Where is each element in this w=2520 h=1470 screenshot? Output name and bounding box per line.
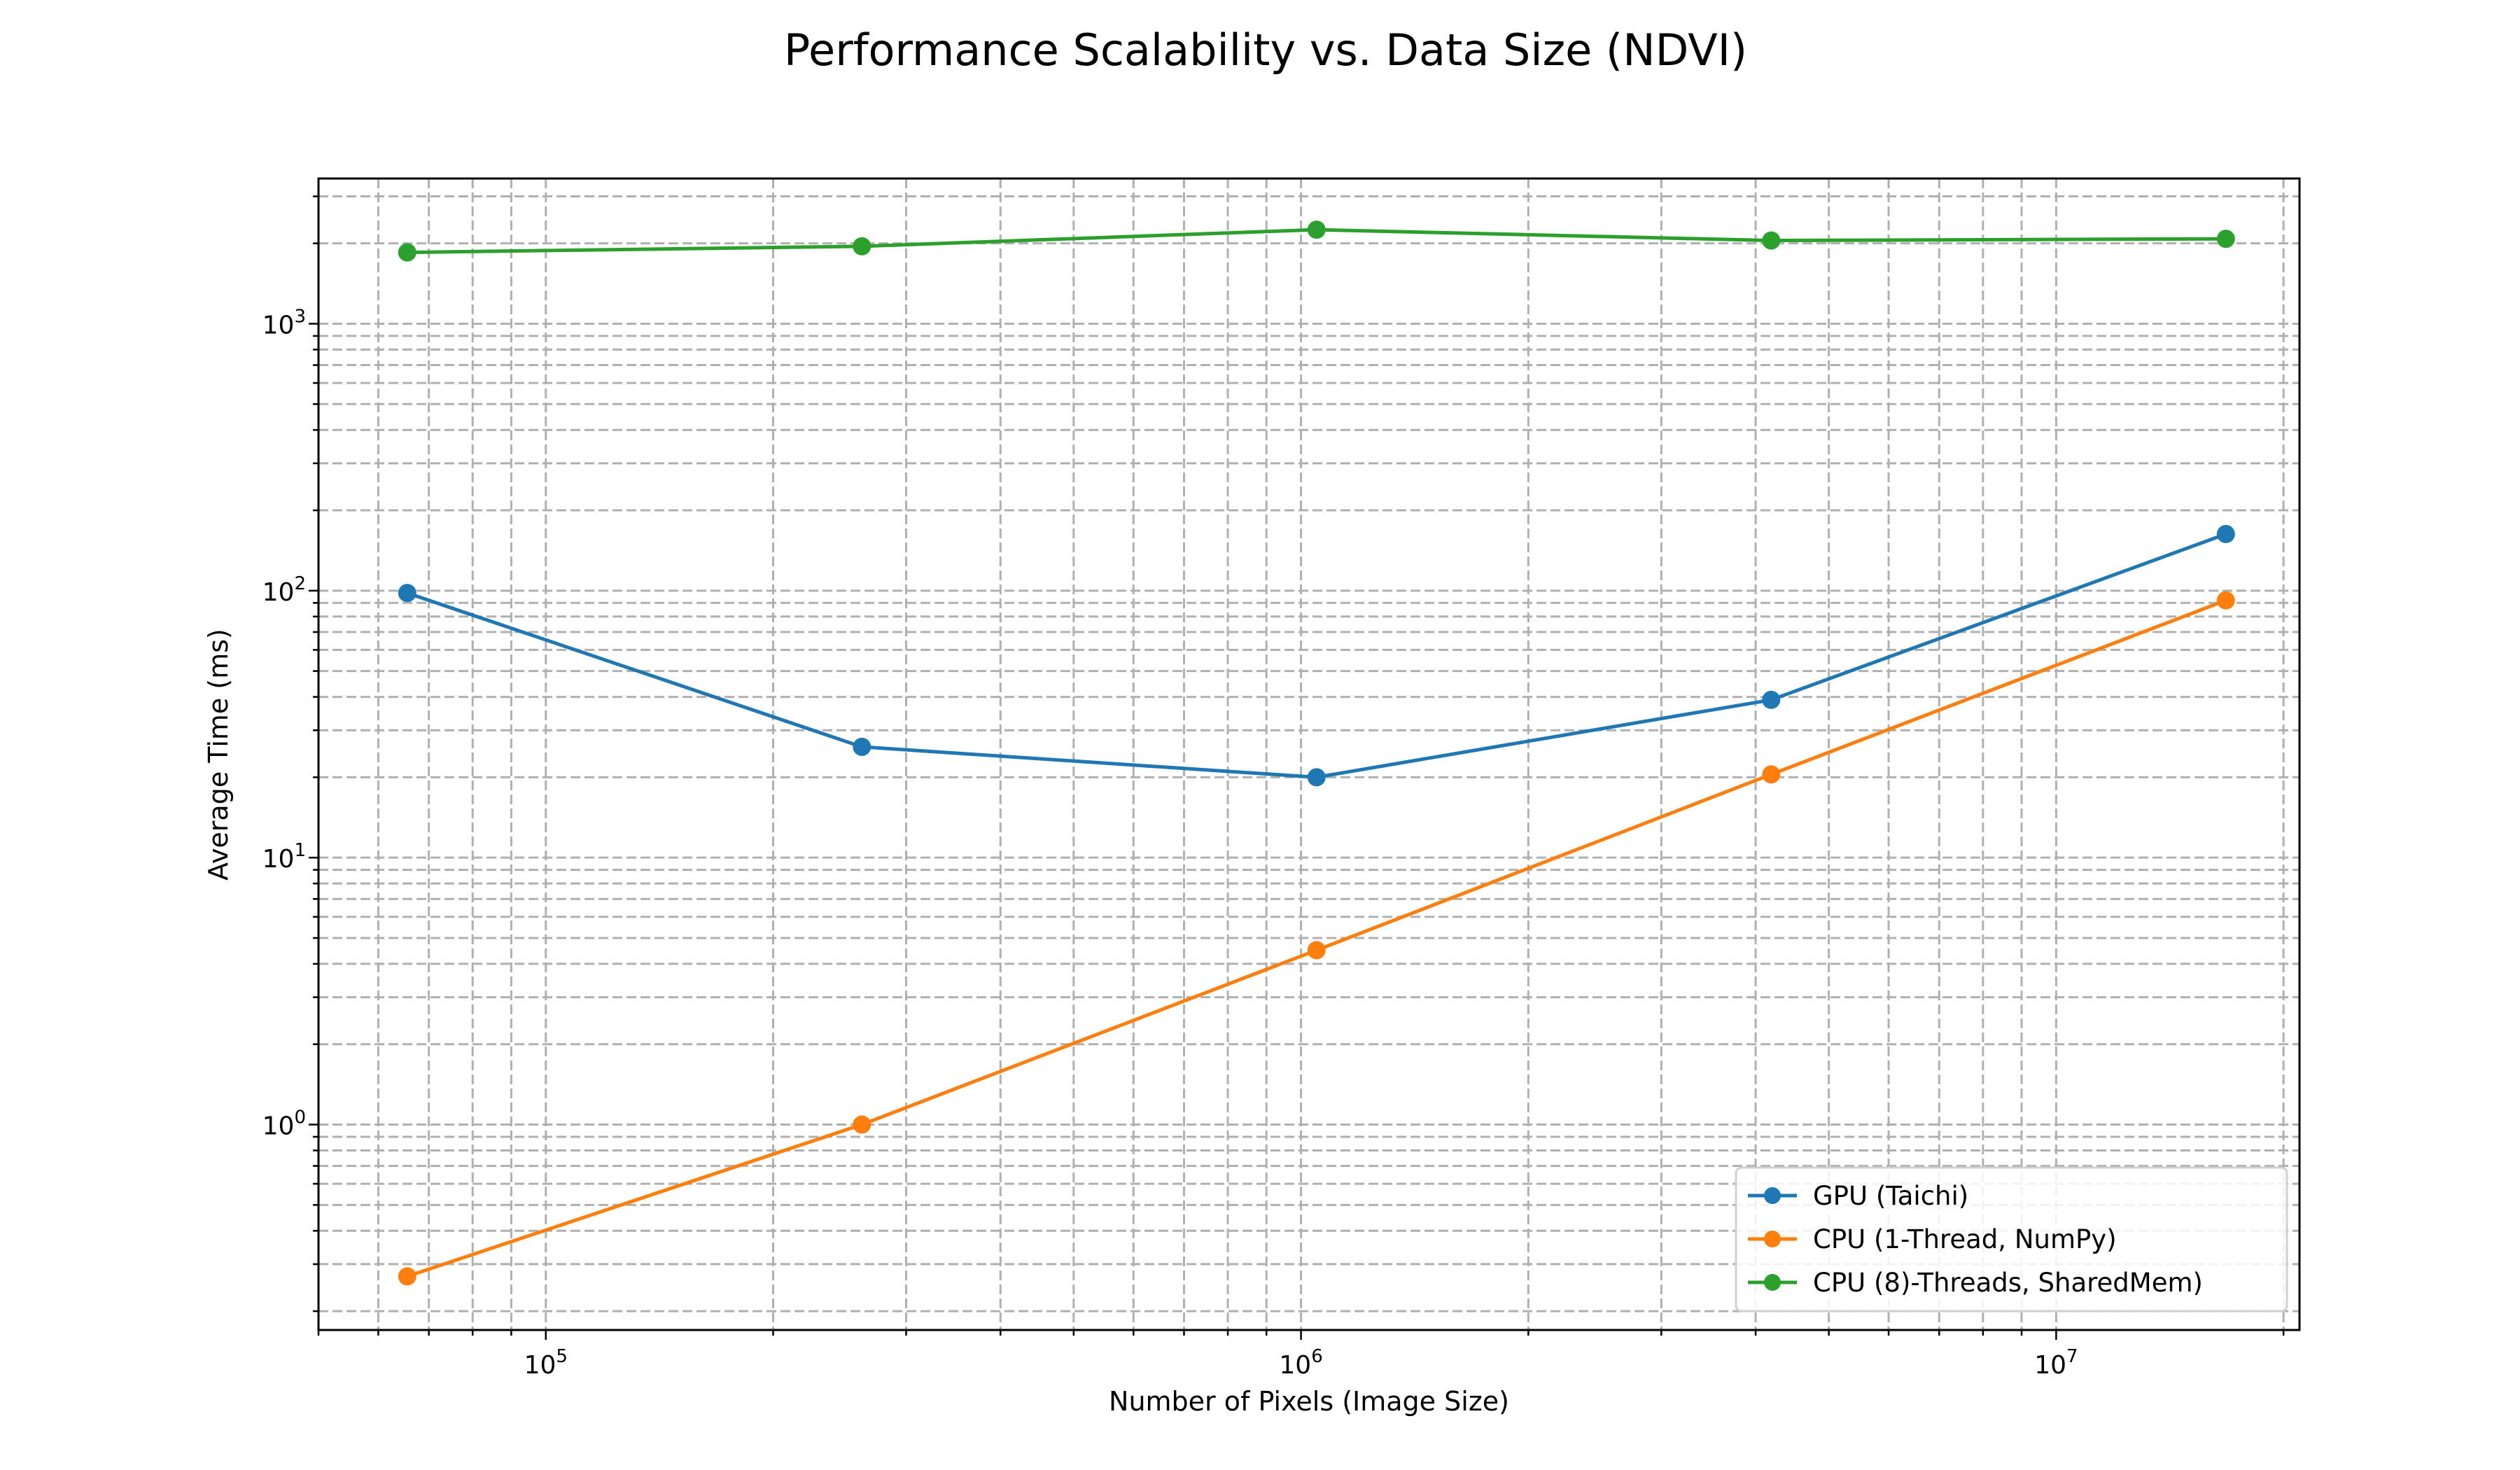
legend: GPU (Taichi) CPU (1-Thread, NumPy) CPU (… [1735, 1166, 2288, 1312]
x-tick-label: 105 [524, 1346, 568, 1380]
data-point [1307, 941, 1326, 960]
x-tick-label: 106 [1279, 1346, 1322, 1380]
series [398, 220, 2235, 1286]
data-point [1762, 231, 1781, 250]
data-point [1762, 690, 1781, 709]
legend-marker-cpu-8threads [1764, 1274, 1781, 1291]
data-point [2216, 230, 2235, 248]
y-tick-label: 102 [262, 573, 306, 607]
y-tick-label: 100 [262, 1107, 306, 1141]
legend-marker-cpu-1thread [1764, 1231, 1781, 1247]
data-point [398, 584, 416, 603]
data-point [1307, 220, 1326, 239]
y-tick-label: 103 [262, 306, 306, 340]
series-1 [398, 591, 2235, 1286]
chart-title: Performance Scalability vs. Data Size (N… [784, 24, 1747, 76]
grid [317, 178, 2300, 1330]
legend-marker-gpu [1764, 1187, 1781, 1204]
legend-label-cpu-8threads: CPU (8)-Threads, SharedMem) [1813, 1268, 2203, 1298]
data-point [853, 737, 872, 756]
data-point [2216, 591, 2235, 610]
data-point [853, 1115, 872, 1134]
data-point [1307, 768, 1326, 787]
y-axis-label: Average Time (ms) [203, 629, 234, 881]
plot-frame [317, 177, 2301, 1331]
series-2 [398, 220, 2235, 262]
y-tick-label: 101 [262, 840, 306, 874]
legend-entry-cpu-8threads: CPU (8)-Threads, SharedMem) [1748, 1268, 2203, 1298]
legend-box [1735, 1166, 2288, 1312]
data-point [2216, 524, 2235, 543]
series-0 [398, 524, 2235, 787]
data-point [398, 243, 416, 262]
data-point [398, 1267, 416, 1286]
ticks: 105 106 107 100 101 102 103 [262, 195, 2285, 1380]
legend-entry-gpu: GPU (Taichi) [1748, 1181, 1968, 1211]
data-point [1762, 765, 1781, 784]
x-tick-label: 107 [2034, 1346, 2078, 1380]
data-point [853, 237, 872, 255]
legend-entry-cpu-1thread: CPU (1-Thread, NumPy) [1748, 1224, 2117, 1254]
legend-label-gpu: GPU (Taichi) [1813, 1181, 1968, 1211]
x-axis-label: Number of Pixels (Image Size) [1109, 1386, 1509, 1417]
legend-label-cpu-1thread: CPU (1-Thread, NumPy) [1813, 1224, 2117, 1254]
